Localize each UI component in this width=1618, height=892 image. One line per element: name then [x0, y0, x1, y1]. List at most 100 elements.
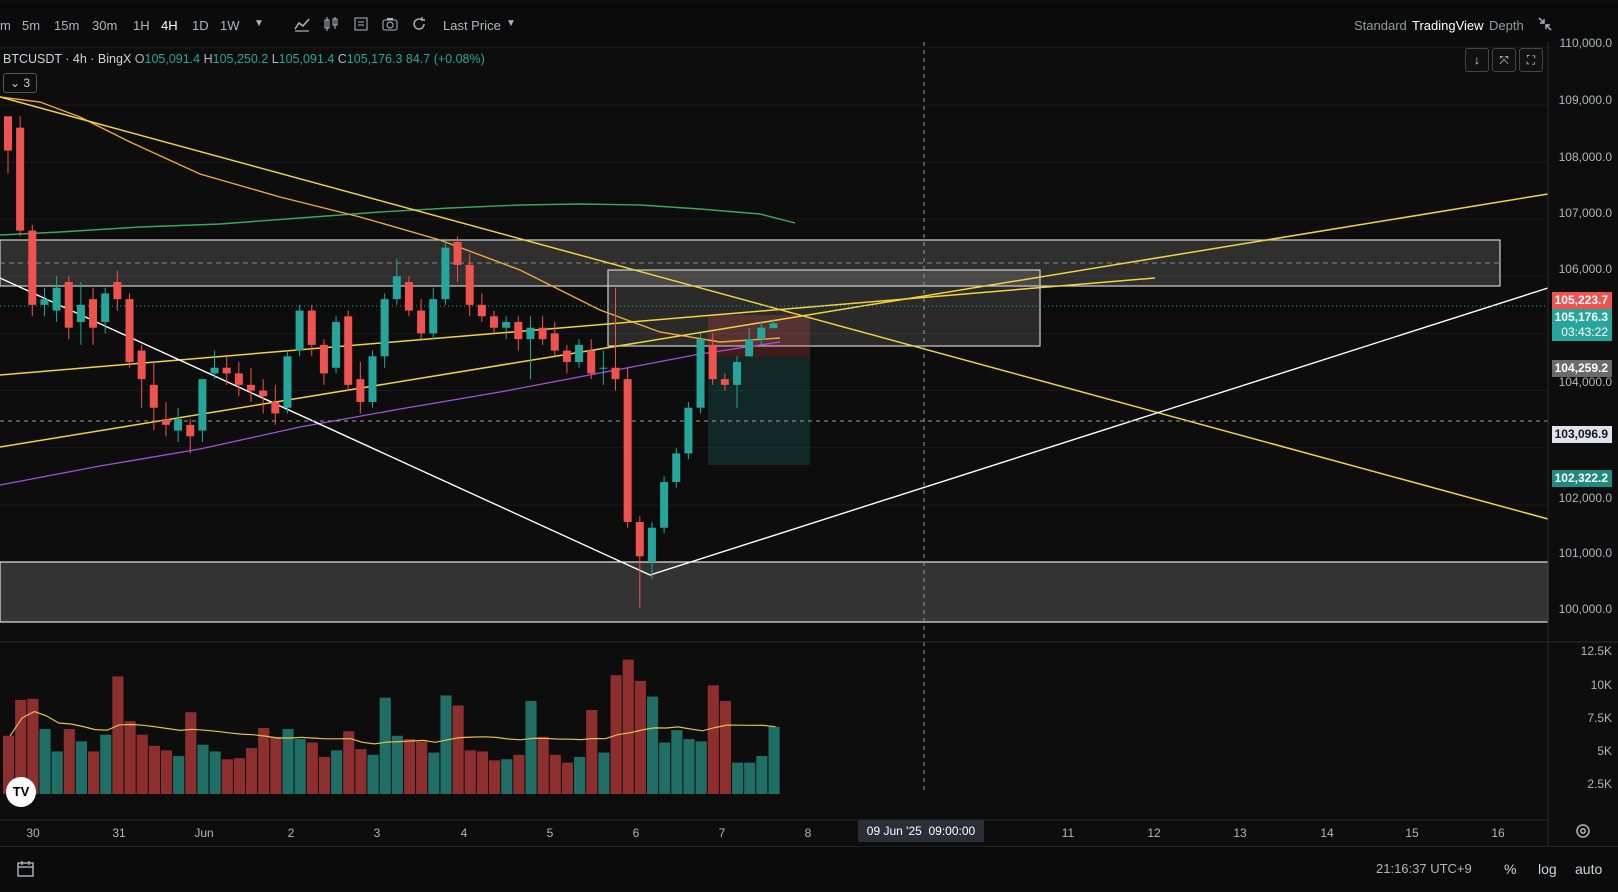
volume-bar[interactable]	[282, 729, 294, 794]
volume-bar[interactable]	[197, 744, 209, 794]
volume-bar[interactable]	[707, 685, 719, 794]
trendline-ascending-upper[interactable]	[0, 193, 1549, 448]
volume-bar[interactable]	[501, 759, 513, 794]
candle-body[interactable]	[502, 322, 511, 328]
camera-icon[interactable]	[381, 15, 399, 33]
volume-bar[interactable]	[15, 699, 27, 794]
price-source-select[interactable]: Last Price	[443, 18, 501, 33]
candle-body[interactable]	[344, 316, 353, 385]
timeframe-15m[interactable]: 15m	[54, 18, 80, 33]
indicators-toggle[interactable]: ⌄ 3	[3, 73, 38, 93]
volume-bar[interactable]	[331, 750, 343, 794]
candle-body[interactable]	[356, 379, 365, 402]
position-target-area[interactable]	[708, 357, 810, 465]
volume-bar[interactable]	[75, 741, 88, 794]
volume-bar[interactable]	[318, 757, 331, 794]
candle-body[interactable]	[660, 482, 669, 528]
ma-orange-line[interactable]	[0, 96, 781, 343]
volume-bar[interactable]	[719, 701, 731, 794]
volume-bar[interactable]	[112, 676, 124, 794]
candle-body[interactable]	[720, 379, 729, 385]
volume-bar[interactable]	[744, 762, 756, 794]
candle-body[interactable]	[635, 522, 644, 557]
volume-bar[interactable]	[258, 727, 270, 794]
volume-bar[interactable]	[39, 729, 51, 794]
volume-bar[interactable]	[136, 734, 148, 794]
volume-bar[interactable]	[476, 751, 488, 794]
volume-bar[interactable]	[306, 742, 318, 794]
auto-scale-toggle[interactable]: auto	[1575, 861, 1603, 877]
candle-body[interactable]	[696, 339, 705, 408]
candle-body[interactable]	[28, 230, 37, 305]
volume-bar[interactable]	[185, 712, 197, 794]
candle-body[interactable]	[4, 116, 12, 151]
candle-body[interactable]	[64, 282, 73, 328]
indicators-icon[interactable]	[293, 15, 311, 33]
volume-bar[interactable]	[100, 734, 112, 794]
candle-body[interactable]	[137, 350, 146, 380]
candle-body[interactable]	[623, 379, 632, 522]
volume-bar[interactable]	[294, 739, 306, 794]
candle-body[interactable]	[101, 293, 110, 322]
volume-bar[interactable]	[586, 710, 598, 794]
timeframe-5m[interactable]: 5m	[22, 18, 41, 33]
candle-body[interactable]	[234, 373, 243, 385]
volume-bar[interactable]	[160, 750, 173, 794]
candle-body[interactable]	[538, 327, 547, 340]
volume-bar[interactable]	[598, 752, 610, 794]
trendline-ascending-lower[interactable]	[0, 277, 1156, 376]
candle-body[interactable]	[745, 339, 754, 357]
candle-body[interactable]	[514, 322, 523, 340]
templates-icon[interactable]	[352, 15, 370, 33]
timeframe-1d[interactable]: 1D	[192, 18, 209, 33]
mode-tradingview[interactable]: TradingView	[1412, 18, 1484, 33]
candle-body[interactable]	[174, 419, 183, 431]
candle-body[interactable]	[587, 350, 596, 374]
volume-bar[interactable]	[88, 751, 100, 794]
candle-body[interactable]	[599, 367, 608, 369]
candle-body[interactable]	[453, 242, 462, 265]
volume-bar[interactable]	[695, 741, 707, 794]
volume-bar[interactable]	[440, 695, 452, 794]
timeframe-4h[interactable]: 4H	[161, 18, 178, 33]
candle-body[interactable]	[708, 344, 717, 380]
candle-body[interactable]	[307, 310, 316, 345]
candle-body[interactable]	[368, 356, 377, 402]
ma-green-line[interactable]	[0, 203, 796, 236]
volume-bar[interactable]	[489, 760, 501, 794]
volume-bar[interactable]	[513, 754, 525, 794]
candle-body[interactable]	[380, 299, 389, 357]
candle-body[interactable]	[186, 424, 195, 437]
candle-body[interactable]	[222, 367, 231, 374]
candle-body[interactable]	[404, 282, 413, 311]
candle-body[interactable]	[319, 344, 328, 374]
volume-bars[interactable]	[3, 659, 780, 794]
volume-bar[interactable]	[355, 749, 367, 794]
candle-body[interactable]	[429, 299, 438, 334]
candle-body[interactable]	[332, 322, 341, 368]
candle-body[interactable]	[647, 527, 656, 562]
volume-bar[interactable]	[452, 705, 464, 794]
volume-bar[interactable]	[549, 754, 561, 794]
candle-body[interactable]	[477, 304, 486, 317]
fullscreen-button[interactable]: ⛶	[1519, 48, 1543, 72]
v-pattern-lines[interactable]	[0, 277, 1549, 576]
trendline-descending[interactable]	[0, 96, 1549, 520]
candle-body[interactable]	[52, 287, 61, 311]
candle-body[interactable]	[149, 384, 158, 408]
mode-standard[interactable]: Standard	[1354, 18, 1407, 33]
chart-type-icon[interactable]	[322, 15, 340, 33]
volume-bar[interactable]	[574, 757, 586, 794]
price-chart[interactable]	[0, 42, 1618, 846]
candle-body[interactable]	[161, 419, 170, 425]
percent-scale-toggle[interactable]: %	[1504, 861, 1517, 877]
scroll-down-button[interactable]: ↓	[1465, 48, 1489, 72]
candle-body[interactable]	[76, 304, 85, 322]
candle-body[interactable]	[441, 247, 450, 300]
expand-button[interactable]: ⤧	[1492, 48, 1516, 72]
candle-body[interactable]	[259, 390, 268, 397]
volume-bar[interactable]	[756, 755, 768, 794]
reset-icon[interactable]	[410, 15, 428, 33]
log-scale-toggle[interactable]: log	[1538, 861, 1557, 877]
candle-body[interactable]	[16, 127, 25, 231]
